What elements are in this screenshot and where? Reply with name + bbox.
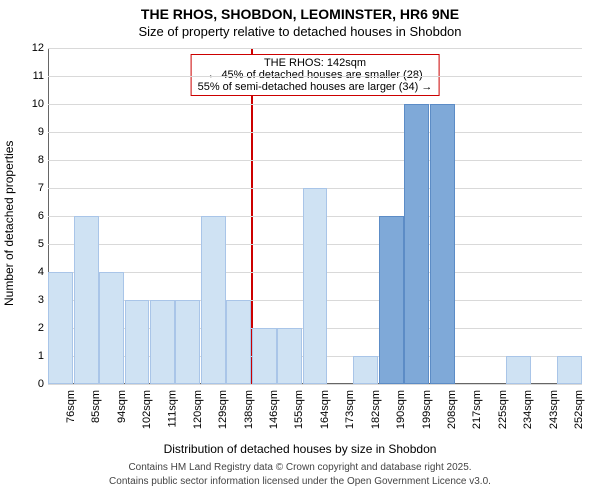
x-tick-label: 94sqm xyxy=(116,390,128,423)
y-axis-label: Number of detached properties xyxy=(2,141,16,306)
histogram-bar xyxy=(125,300,150,384)
callout-line1: THE RHOS: 142sqm xyxy=(198,57,433,69)
x-tick-label: 217sqm xyxy=(472,390,484,429)
grid-line xyxy=(48,76,582,77)
x-tick-label: 208sqm xyxy=(446,390,458,429)
grid-line xyxy=(48,48,582,49)
y-tick-label: 0 xyxy=(24,378,44,390)
attribution-line2: Contains public sector information licen… xyxy=(0,476,600,487)
x-tick-label: 111sqm xyxy=(166,390,178,428)
y-tick-label: 2 xyxy=(24,322,44,334)
x-tick-label: 155sqm xyxy=(294,390,306,429)
chart-title: THE RHOS, SHOBDON, LEOMINSTER, HR6 9NE xyxy=(0,6,600,22)
y-tick-label: 3 xyxy=(24,294,44,306)
x-tick-label: 76sqm xyxy=(65,390,77,423)
plot-area: THE RHOS: 142sqm ← 45% of detached house… xyxy=(48,48,582,384)
x-tick-label: 173sqm xyxy=(344,390,356,429)
histogram-bar xyxy=(99,272,124,384)
y-tick-label: 5 xyxy=(24,238,44,250)
x-tick-label: 199sqm xyxy=(421,390,433,429)
grid-line xyxy=(48,160,582,161)
x-tick-label: 164sqm xyxy=(319,390,331,429)
histogram-bar xyxy=(557,356,582,384)
x-tick-label: 129sqm xyxy=(217,390,229,429)
callout-line3: 55% of semi-detached houses are larger (… xyxy=(198,81,433,93)
x-tick-label: 85sqm xyxy=(90,390,102,423)
y-tick-label: 11 xyxy=(24,70,44,82)
x-tick-label: 243sqm xyxy=(548,390,560,429)
x-tick-label: 182sqm xyxy=(370,390,382,429)
y-tick-label: 7 xyxy=(24,182,44,194)
x-tick-label: 252sqm xyxy=(573,390,585,429)
x-tick-label: 146sqm xyxy=(268,390,280,429)
callout-box: THE RHOS: 142sqm ← 45% of detached house… xyxy=(191,54,440,96)
x-tick-label: 120sqm xyxy=(192,390,204,429)
histogram-bar xyxy=(226,300,251,384)
histogram-bar xyxy=(404,104,429,384)
histogram-bar xyxy=(303,188,328,384)
histogram-bar xyxy=(48,272,73,384)
chart-subtitle: Size of property relative to detached ho… xyxy=(0,24,600,39)
histogram-bar xyxy=(201,216,226,384)
histogram-bar xyxy=(277,328,302,384)
x-tick-label: 234sqm xyxy=(522,390,534,429)
histogram-bar xyxy=(252,328,277,384)
histogram-bar xyxy=(150,300,175,384)
histogram-bar xyxy=(506,356,531,384)
histogram-bar xyxy=(379,216,404,384)
y-tick-label: 9 xyxy=(24,126,44,138)
grid-line xyxy=(48,104,582,105)
callout-line2: ← 45% of detached houses are smaller (28… xyxy=(198,69,433,81)
grid-line xyxy=(48,132,582,133)
x-tick-label: 225sqm xyxy=(497,390,509,429)
y-tick-label: 10 xyxy=(24,98,44,110)
histogram-bar xyxy=(353,356,378,384)
histogram-bar xyxy=(74,216,99,384)
histogram-bar xyxy=(430,104,455,384)
x-tick-label: 102sqm xyxy=(141,390,153,429)
x-axis-label: Distribution of detached houses by size … xyxy=(0,442,600,456)
attribution-line1: Contains HM Land Registry data © Crown c… xyxy=(0,462,600,473)
y-tick-label: 1 xyxy=(24,350,44,362)
histogram-bar xyxy=(175,300,200,384)
grid-line xyxy=(48,384,582,385)
y-tick-label: 4 xyxy=(24,266,44,278)
y-tick-label: 12 xyxy=(24,42,44,54)
histogram-chart: THE RHOS, SHOBDON, LEOMINSTER, HR6 9NE S… xyxy=(0,0,600,500)
y-tick-label: 8 xyxy=(24,154,44,166)
x-tick-label: 190sqm xyxy=(395,390,407,429)
x-tick-label: 138sqm xyxy=(243,390,255,429)
y-tick-label: 6 xyxy=(24,210,44,222)
